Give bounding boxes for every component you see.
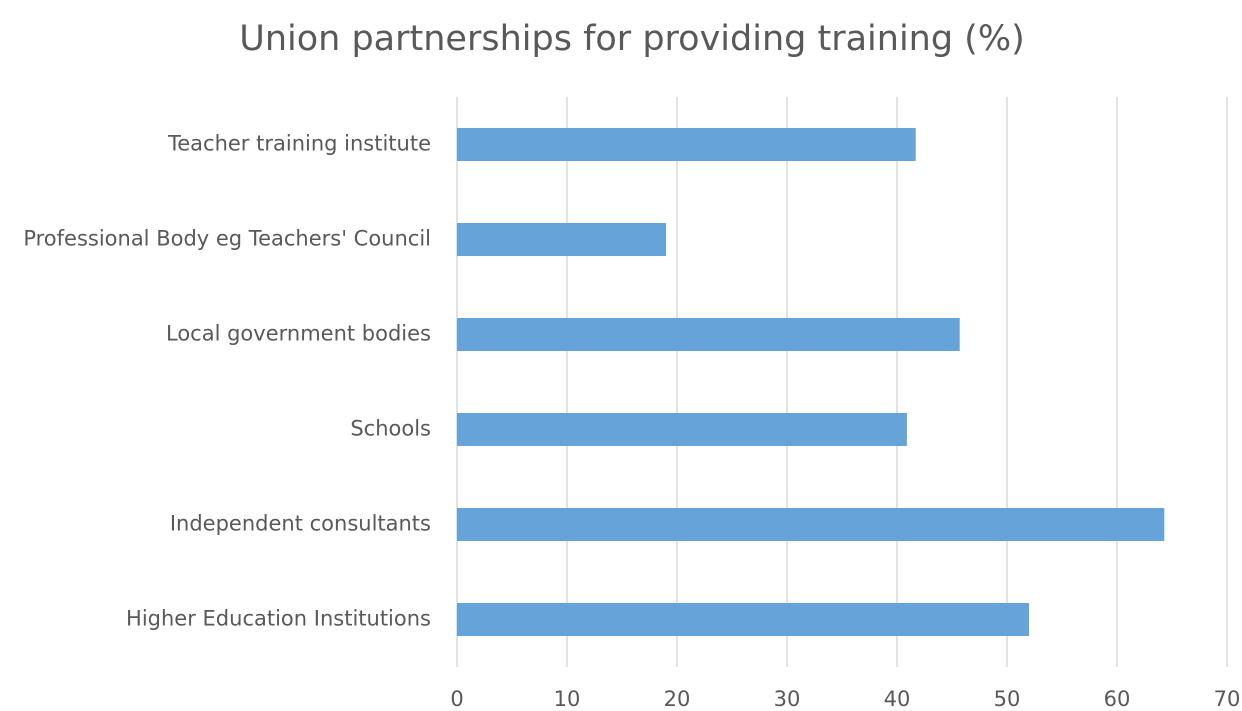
bar (457, 413, 907, 446)
x-tick-label: 70 (1214, 687, 1241, 711)
x-tick-label: 50 (994, 687, 1021, 711)
x-tick-label: 40 (884, 687, 911, 711)
bar (457, 223, 666, 256)
y-tick-label: Teacher training institute (167, 132, 431, 156)
y-tick-label: Professional Body eg Teachers' Council (23, 227, 431, 251)
y-tick-label: Higher Education Institutions (126, 607, 431, 631)
y-tick-label: Schools (350, 417, 431, 441)
bar (457, 508, 1165, 541)
y-tick-label: Independent consultants (170, 512, 431, 536)
x-tick-label: 0 (450, 687, 463, 711)
x-tick-label: 20 (664, 687, 691, 711)
chart-title: Union partnerships for providing trainin… (239, 19, 1025, 59)
bar (457, 318, 960, 351)
x-tick-label: 10 (554, 687, 581, 711)
y-tick-label: Local government bodies (166, 322, 431, 346)
bar (457, 128, 916, 161)
bar (457, 603, 1029, 636)
x-tick-label: 60 (1104, 687, 1131, 711)
x-tick-label: 30 (774, 687, 801, 711)
